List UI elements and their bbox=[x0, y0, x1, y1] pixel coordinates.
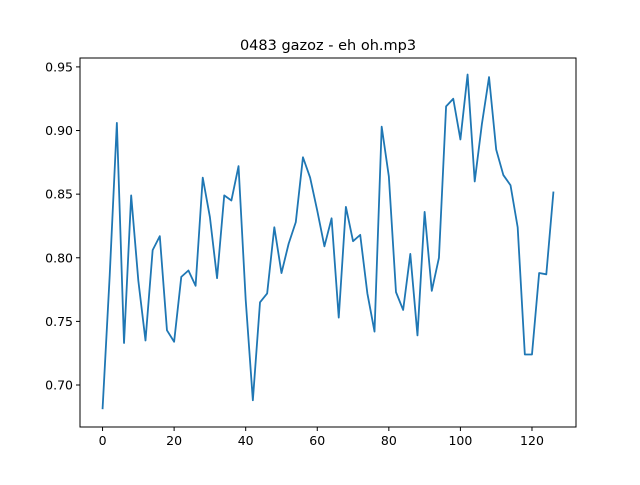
chart-title: 0483 gazoz - eh oh.mp3 bbox=[240, 38, 416, 54]
plot-area: 0 20 40 60 80 100 120 0.70 0.75 0.80 0.85 0.90 0.95 bbox=[45, 57, 577, 448]
y-tick-label: 0.95 bbox=[45, 59, 73, 74]
axes-frame bbox=[79, 57, 577, 428]
x-tick-label: 100 bbox=[448, 433, 472, 448]
x-tick-label: 60 bbox=[309, 433, 325, 448]
series-line-0 bbox=[101, 73, 555, 410]
x-tick-label: 40 bbox=[238, 433, 254, 448]
y-tick-label: 0.90 bbox=[45, 123, 73, 138]
y-tick-label: 0.75 bbox=[45, 314, 73, 329]
y-tick-label: 0.85 bbox=[45, 187, 73, 202]
x-tick-label: 20 bbox=[166, 433, 182, 448]
x-tick-label: 0 bbox=[99, 433, 107, 448]
x-tick-label: 120 bbox=[520, 433, 544, 448]
y-tick-label: 0.70 bbox=[45, 378, 73, 393]
y-tick-label: 0.80 bbox=[45, 250, 73, 265]
x-tick-label: 80 bbox=[381, 433, 397, 448]
